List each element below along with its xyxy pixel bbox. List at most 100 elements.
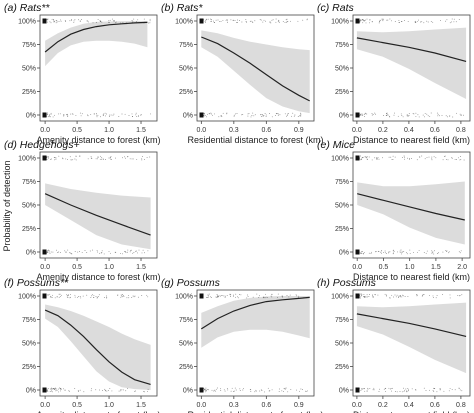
- observation-point: [403, 155, 405, 157]
- observation-point: [52, 388, 54, 389]
- observation-point: [408, 113, 410, 115]
- observation-point: [102, 114, 104, 116]
- observation-point: [372, 389, 374, 391]
- observation-point: [69, 20, 71, 22]
- observation-point: [203, 388, 205, 390]
- observation-point: [383, 18, 385, 20]
- observation-point: [74, 158, 76, 160]
- x-tick-label: 0.2: [378, 127, 388, 134]
- observation-point: [418, 156, 420, 158]
- observation-point: [431, 156, 433, 158]
- observation-point: [366, 390, 368, 392]
- x-tick-label: 0.6: [430, 127, 440, 134]
- observation-point: [132, 295, 134, 297]
- observation-point: [100, 252, 102, 254]
- observation-point: [206, 19, 207, 21]
- observation-point: [55, 157, 57, 159]
- observation-point: [54, 159, 56, 161]
- observation-point: [74, 19, 76, 21]
- observation-point: [396, 391, 398, 393]
- observation-point: [285, 387, 287, 389]
- x-axis-label: Distance to nearest field (km): [353, 272, 470, 282]
- observation-point: [411, 388, 413, 390]
- observation-point: [416, 20, 418, 22]
- observation-point: [231, 387, 233, 389]
- observation-point: [394, 391, 396, 392]
- observation-point: [113, 20, 115, 22]
- observation-point: [90, 157, 92, 159]
- observation-point: [402, 251, 403, 253]
- observation-point: [380, 251, 382, 253]
- observation-point: [204, 113, 206, 115]
- observation-point: [113, 113, 115, 115]
- observation-point: [287, 113, 289, 114]
- observation-point: [205, 390, 207, 392]
- observation-point: [365, 112, 367, 114]
- observation-point: [274, 115, 276, 117]
- observation-point: [408, 390, 409, 392]
- observation-point: [136, 116, 138, 118]
- observation-point: [423, 294, 425, 296]
- observation-point: [230, 19, 232, 21]
- observation-point: [103, 113, 105, 115]
- observation-point: [58, 391, 60, 393]
- observation-point: [46, 251, 48, 253]
- observation-point: [282, 296, 284, 298]
- observation-point: [433, 391, 435, 393]
- observation-point: [137, 252, 138, 254]
- observation-point: [385, 115, 387, 116]
- observation-point: [418, 19, 419, 21]
- observation-point: [78, 19, 80, 21]
- observation-cluster: [199, 112, 204, 118]
- observation-point: [265, 116, 267, 118]
- panel-d: (d) Hedgehogs+ 0% 25% 50% 75% 100% 0.0 0.5 1.0 1.…: [4, 139, 161, 282]
- observation-point: [365, 19, 367, 21]
- observation-point: [101, 252, 103, 253]
- y-tick-label: 0%: [339, 387, 349, 394]
- observation-point: [127, 388, 129, 390]
- observation-point: [435, 157, 437, 159]
- y-tick-label: 75%: [22, 42, 36, 49]
- observation-point: [126, 251, 128, 253]
- y-tick-label: 50%: [22, 202, 36, 209]
- observation-point: [233, 115, 235, 117]
- observation-point: [48, 114, 50, 116]
- observation-point: [406, 253, 408, 255]
- observation-point: [135, 21, 137, 23]
- observation-point: [424, 116, 425, 118]
- observation-point: [239, 20, 241, 21]
- observation-point: [270, 22, 272, 24]
- observation-point: [360, 19, 362, 21]
- observation-point: [95, 296, 97, 297]
- observation-point: [87, 21, 89, 23]
- observation-point: [103, 297, 105, 299]
- observation-point: [205, 388, 207, 390]
- observation-point: [206, 116, 208, 118]
- observation-point: [60, 20, 62, 22]
- observation-point: [271, 296, 273, 298]
- observation-point: [262, 21, 264, 23]
- observation-point: [219, 295, 221, 297]
- observation-point: [364, 113, 366, 115]
- observation-point: [75, 114, 77, 116]
- observation-point: [445, 159, 447, 161]
- observation-point: [402, 116, 404, 118]
- observation-point: [267, 296, 269, 298]
- observation-point: [210, 296, 211, 298]
- observation-point: [459, 389, 461, 391]
- observation-point: [388, 387, 390, 389]
- observation-point: [360, 155, 362, 157]
- observation-point: [445, 20, 447, 22]
- observation-point: [90, 156, 92, 158]
- observation-point: [50, 112, 52, 114]
- observation-point: [390, 156, 392, 158]
- y-tick-label: 25%: [22, 364, 36, 371]
- observation-point: [457, 295, 459, 296]
- observation-point: [386, 253, 388, 255]
- observation-point: [65, 158, 67, 160]
- observation-point: [399, 391, 401, 392]
- observation-point: [240, 294, 242, 296]
- observation-point: [286, 115, 287, 117]
- observation-point: [210, 18, 212, 20]
- observation-point: [399, 251, 401, 253]
